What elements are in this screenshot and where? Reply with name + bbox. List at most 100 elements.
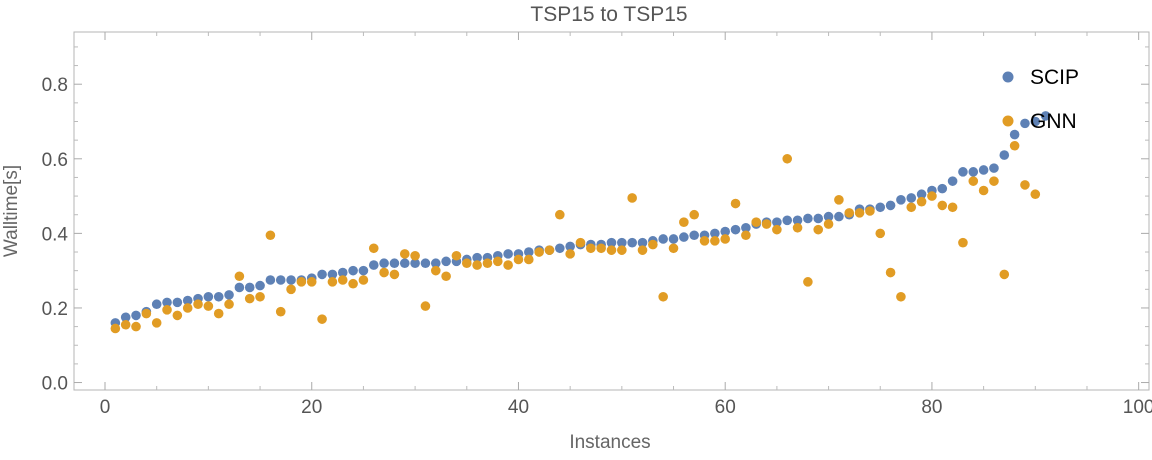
- x-tick-label: 20: [301, 397, 322, 418]
- data-point-scip: [668, 234, 679, 244]
- data-point-gnn: [224, 299, 234, 310]
- data-point-gnn: [813, 224, 824, 235]
- y-tick-label: 0.8: [42, 75, 68, 96]
- series-gnn: [110, 140, 1041, 334]
- data-point-scip: [120, 312, 131, 323]
- data-point-scip: [772, 217, 782, 227]
- data-point-gnn: [999, 269, 1010, 280]
- data-point-gnn: [885, 267, 896, 278]
- data-point-gnn: [658, 291, 668, 302]
- data-point-gnn: [337, 275, 348, 285]
- data-point-scip: [275, 275, 286, 285]
- data-point-gnn: [668, 243, 679, 254]
- chart-title: TSP15 to TSP15: [530, 3, 687, 26]
- data-point-scip: [689, 230, 699, 241]
- data-point-scip: [430, 258, 441, 269]
- data-point-gnn: [761, 219, 772, 229]
- data-point-scip: [875, 202, 886, 213]
- data-point-gnn: [906, 202, 917, 213]
- data-point-gnn: [172, 310, 183, 321]
- data-point-gnn: [275, 306, 286, 317]
- data-point-gnn: [968, 176, 979, 186]
- data-point-scip: [885, 200, 896, 211]
- data-point-gnn: [358, 275, 369, 285]
- data-point-gnn: [110, 323, 121, 334]
- data-point-gnn: [120, 319, 131, 330]
- data-point-gnn: [637, 245, 648, 255]
- data-point-scip: [131, 310, 141, 321]
- data-point-gnn: [978, 185, 989, 196]
- data-point-gnn: [348, 278, 358, 289]
- data-point-scip: [617, 237, 627, 248]
- data-point-scip: [679, 232, 689, 242]
- data-point-gnn: [306, 277, 317, 287]
- data-point-scip: [203, 291, 214, 302]
- data-point-gnn: [296, 277, 307, 287]
- data-point-scip: [172, 297, 183, 308]
- data-point-gnn: [792, 222, 803, 233]
- series-scip: [110, 111, 1051, 328]
- data-point-gnn: [834, 195, 844, 205]
- data-point-gnn: [213, 308, 224, 319]
- data-point-gnn: [327, 277, 338, 287]
- data-point-gnn: [947, 202, 958, 213]
- data-point-gnn: [730, 198, 741, 209]
- data-point-gnn: [648, 239, 658, 250]
- data-point-gnn: [441, 271, 451, 282]
- data-point-scip: [182, 295, 193, 306]
- data-point-gnn: [741, 230, 751, 241]
- data-point-gnn: [927, 191, 937, 201]
- data-point-scip: [606, 237, 617, 248]
- data-point-gnn: [782, 153, 793, 164]
- legend-marker-scip: [1002, 71, 1014, 83]
- data-points: [110, 111, 1051, 334]
- data-point-scip: [741, 222, 751, 233]
- data-point-gnn: [575, 237, 586, 248]
- data-point-gnn: [524, 254, 534, 265]
- data-point-gnn: [958, 237, 968, 248]
- data-point-scip: [317, 269, 327, 280]
- data-point-gnn: [544, 245, 555, 255]
- data-point-gnn: [679, 217, 689, 227]
- data-point-gnn: [503, 260, 513, 270]
- data-point-scip: [999, 150, 1010, 160]
- data-point-scip: [896, 195, 906, 205]
- data-point-gnn: [193, 299, 203, 310]
- data-point-gnn: [896, 291, 906, 302]
- data-point-gnn: [286, 284, 296, 295]
- x-axis-title: Instances: [569, 432, 650, 453]
- data-point-gnn: [844, 208, 855, 218]
- data-point-scip: [224, 290, 234, 300]
- data-point-gnn: [720, 234, 731, 244]
- data-point-scip: [792, 215, 803, 226]
- data-point-gnn: [482, 258, 493, 269]
- data-point-scip: [937, 183, 948, 194]
- data-point-gnn: [1030, 189, 1041, 200]
- data-point-gnn: [255, 291, 265, 302]
- data-point-gnn: [317, 314, 327, 324]
- data-point-gnn: [182, 303, 193, 313]
- x-tick-label: 0: [100, 397, 111, 418]
- data-point-scip: [658, 234, 668, 244]
- data-point-gnn: [606, 245, 617, 255]
- data-point-gnn: [379, 267, 389, 278]
- plot-frame: [73, 31, 1150, 391]
- data-point-scip: [968, 167, 979, 177]
- data-point-scip: [1040, 111, 1051, 121]
- data-point-gnn: [989, 176, 999, 186]
- data-point-gnn: [162, 305, 172, 315]
- data-point-scip: [989, 163, 999, 173]
- data-point-scip: [730, 224, 741, 235]
- data-point-gnn: [865, 206, 875, 216]
- data-point-scip: [389, 258, 400, 269]
- legend-label-scip: SCIP: [1030, 66, 1079, 89]
- data-point-gnn: [513, 254, 524, 265]
- data-point-gnn: [916, 196, 927, 207]
- y-tick-label: 0.4: [42, 224, 69, 245]
- data-point-gnn: [823, 219, 834, 229]
- data-point-scip: [358, 265, 369, 276]
- data-point-gnn: [699, 236, 710, 246]
- data-point-scip: [410, 258, 420, 269]
- data-point-scip: [420, 258, 431, 269]
- data-point-gnn: [617, 245, 627, 255]
